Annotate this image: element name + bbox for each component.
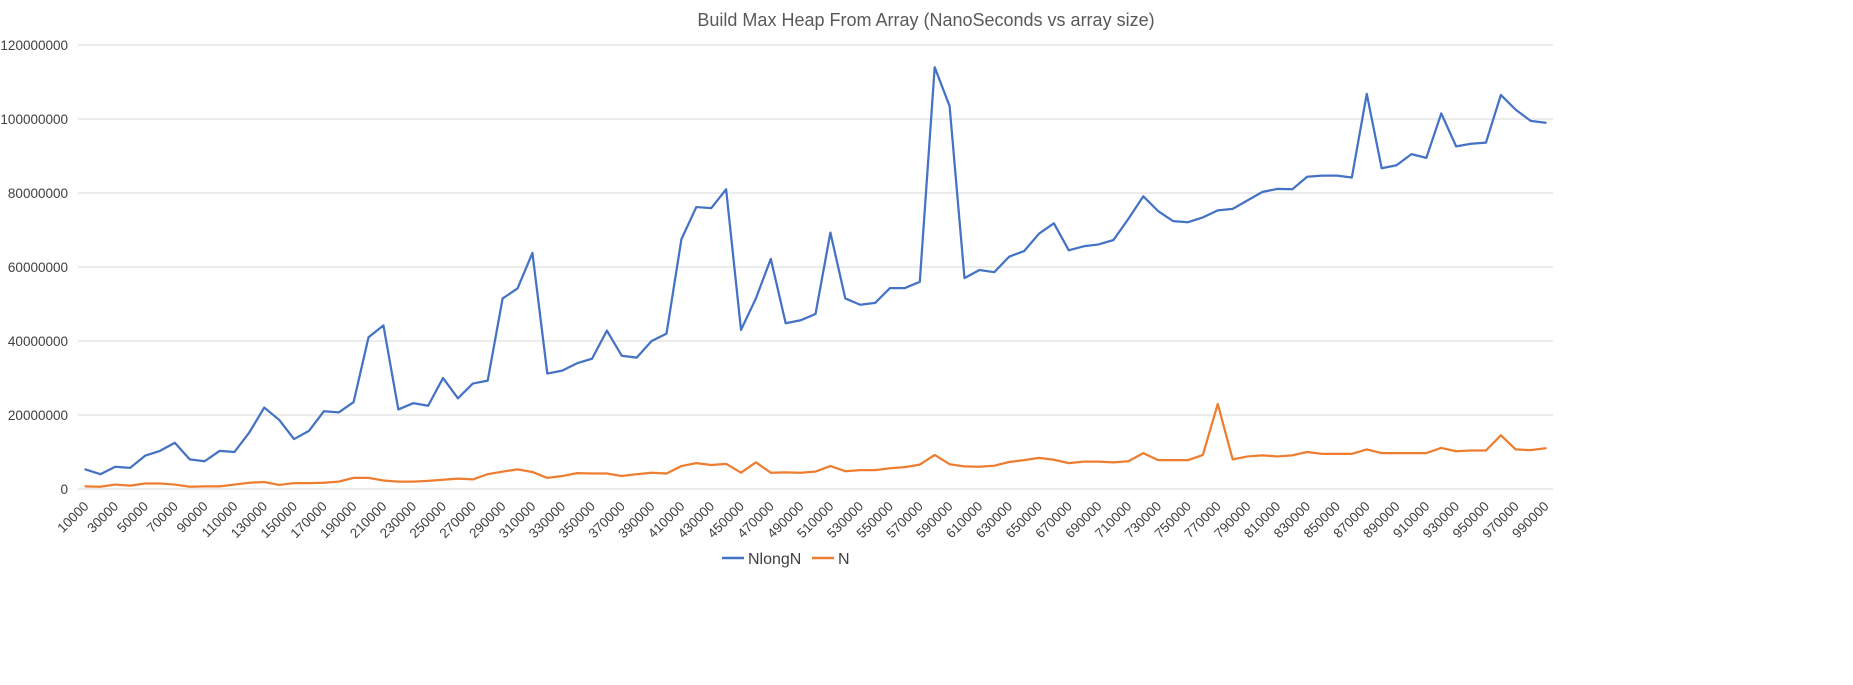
series-line-n bbox=[84, 402, 1547, 488]
y-tick-label: 0 bbox=[60, 482, 68, 497]
y-axis-ticks: 0 20000000 40000000 60000000 80000000 1000000… bbox=[0, 38, 68, 497]
gridlines bbox=[78, 44, 1553, 490]
y-tick-label: 100000000 bbox=[0, 112, 68, 127]
chart-title: Build Max Heap From Array (NanoSeconds v… bbox=[697, 10, 1154, 30]
legend-label: N bbox=[838, 551, 850, 568]
y-tick-label: 60000000 bbox=[8, 260, 68, 275]
legend: NlongN N bbox=[722, 551, 850, 568]
series-lines bbox=[84, 66, 1547, 488]
legend-item-n: N bbox=[812, 551, 850, 568]
legend-item-nlongn: NlongN bbox=[722, 551, 801, 568]
legend-label: NlongN bbox=[748, 551, 801, 568]
x-tick-label: 30000 bbox=[84, 499, 121, 536]
x-tick-label: 70000 bbox=[144, 499, 181, 536]
x-tick-label: 10000 bbox=[54, 499, 91, 536]
y-tick-label: 120000000 bbox=[0, 38, 68, 53]
y-tick-label: 20000000 bbox=[8, 408, 68, 423]
y-tick-label: 80000000 bbox=[8, 186, 68, 201]
series-line-nlongn bbox=[84, 66, 1547, 476]
x-tick-label: 50000 bbox=[114, 499, 151, 536]
x-axis-ticks: 1000030000500007000090000110000130000150… bbox=[54, 499, 1551, 541]
y-tick-label: 40000000 bbox=[8, 334, 68, 349]
